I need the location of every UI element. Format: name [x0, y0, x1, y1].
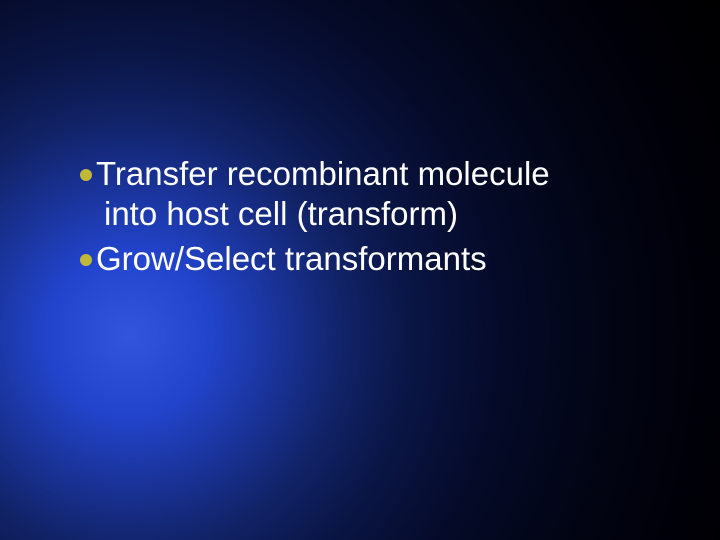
bullet-item-2: Grow/Select transformants [80, 239, 670, 279]
slide: Transfer recombinant molecule into host … [0, 0, 720, 540]
bullet-text-1-line2: into host cell (transform) [104, 194, 670, 234]
bullet-text-2-line1: Grow/Select transformants [96, 240, 487, 277]
content-area: Transfer recombinant molecule into host … [80, 154, 670, 283]
bullet-dot-icon [80, 169, 92, 181]
bullet-text-1-line1: Transfer recombinant molecule [96, 155, 550, 192]
bullet-item-1: Transfer recombinant molecule into host … [80, 154, 670, 235]
bullet-dot-icon [80, 254, 92, 266]
